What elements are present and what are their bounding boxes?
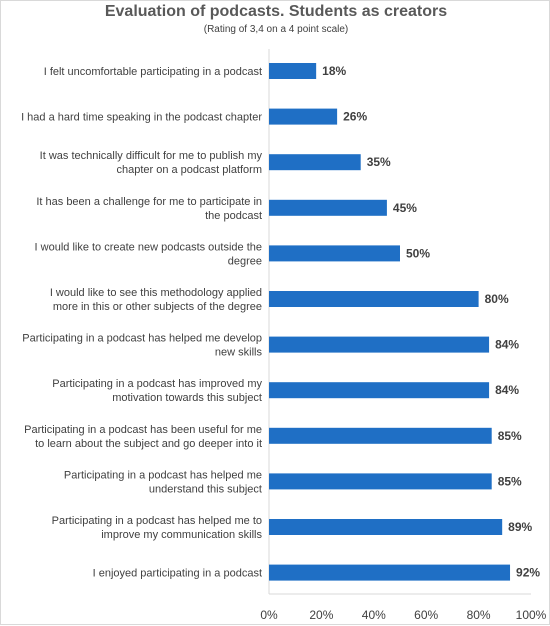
value-label: 85% <box>498 474 522 488</box>
chart-subtitle: (Rating of 3,4 on a 4 point scale) <box>203 24 349 35</box>
category-label: Participating in a podcast has been usef… <box>24 424 262 450</box>
category-label: I felt uncomfortable participating in a … <box>44 66 262 78</box>
bar <box>269 519 503 535</box>
value-label: 26% <box>343 110 367 124</box>
bar <box>269 427 492 444</box>
value-label: 45% <box>393 201 417 215</box>
bar <box>269 336 490 353</box>
value-label: 89% <box>508 520 532 534</box>
bar <box>269 245 400 262</box>
bar <box>269 108 338 125</box>
bar <box>269 291 479 307</box>
category-label: Participating in a podcast has helped me… <box>52 515 263 541</box>
bar <box>269 154 361 171</box>
x-tick-label: 20% <box>309 608 333 622</box>
value-label: 84% <box>495 338 519 352</box>
chart-title: Evaluation of podcasts. Students as crea… <box>104 3 448 20</box>
value-label: 35% <box>367 155 391 169</box>
category-label: I had a hard time speaking in the podcas… <box>21 112 262 124</box>
value-label: 18% <box>322 64 346 78</box>
bar <box>269 63 317 79</box>
bar <box>269 473 492 490</box>
value-label: 84% <box>495 383 519 397</box>
value-label: 92% <box>516 566 540 580</box>
x-tick-label: 60% <box>414 608 438 622</box>
category-label: Participating in a podcast has helped me… <box>64 469 262 495</box>
bar <box>269 382 490 399</box>
x-tick-label: 100% <box>516 608 547 622</box>
category-label: Participating in a podcast has helped me… <box>22 333 262 359</box>
category-label: I would like to create new podcasts outs… <box>35 241 262 267</box>
bar <box>269 564 511 581</box>
value-label: 85% <box>498 429 522 443</box>
category-label: It was technically difficult for me to p… <box>40 150 263 176</box>
x-tick-label: 80% <box>467 608 491 622</box>
value-label: 80% <box>485 292 509 306</box>
bar <box>269 199 387 216</box>
value-label: 50% <box>406 246 430 260</box>
x-tick-label: 40% <box>362 608 386 622</box>
category-label: Participating in a podcast has improved … <box>52 378 262 404</box>
category-label: I would like to see this methodology app… <box>50 287 262 313</box>
category-label: It has been a challenge for me to partic… <box>36 196 262 222</box>
category-label: I enjoyed participating in a podcast <box>93 568 262 580</box>
x-tick-label: 0% <box>260 608 278 622</box>
